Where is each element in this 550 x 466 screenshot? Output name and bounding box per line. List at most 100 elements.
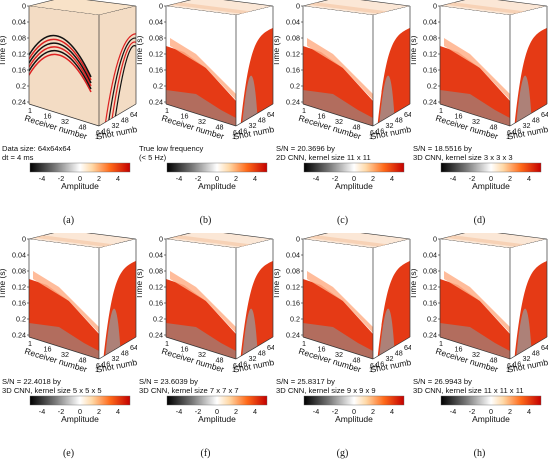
- shot-tick-label: 48: [258, 116, 266, 125]
- colorbar-tick-label: -2: [332, 174, 338, 183]
- panel-caption-line2: 3D CNN, kernel size 7 x 7 x 7: [139, 386, 239, 395]
- time-tick-label: 0.24: [149, 98, 163, 107]
- shot-tick-label: 32: [112, 354, 120, 363]
- panel-caption-line2: 3D CNN, kernel size 9 x 9 x 9: [276, 386, 376, 395]
- time-axis: 0 0.04 0.08 0.12 0.16 0.2 0.24 Time (s): [411, 235, 440, 340]
- colorbar-tick-label: 4: [253, 407, 257, 416]
- time-tick-label: 0.16: [423, 299, 437, 308]
- shot-tick-label: 64: [404, 343, 411, 352]
- amplitude-colorbar: -4 -2 0 2 4 Amplitude: [29, 395, 131, 424]
- receiver-tick-label: 64: [507, 128, 515, 137]
- colorbar-tick-label: 2: [97, 174, 101, 183]
- panel-caption-line1: S/N = 25.8317 by: [276, 377, 335, 386]
- shot-tick-label: 16: [513, 360, 521, 369]
- receiver-tick-label: 1: [439, 339, 443, 348]
- seismic-cube: [28, 0, 137, 127]
- shot-tick-label: 32: [249, 121, 257, 130]
- time-tick-label: 0.24: [286, 98, 300, 107]
- time-tick-label: 0.12: [286, 50, 300, 59]
- shot-tick-label: 16: [102, 360, 110, 369]
- receiver-tick-label: 32: [198, 350, 206, 359]
- amplitude-colorbar: -4 -2 0 2 4 Amplitude: [303, 395, 405, 424]
- colorbar-tick-label: 4: [390, 174, 394, 183]
- time-tick-label: 0.08: [286, 34, 300, 43]
- panel-c: 0 0.04 0.08 0.12 0.16 0.2 0.24 Time (s) 1 16 32 48 6…: [274, 0, 411, 233]
- time-tick-label: 0.12: [12, 283, 26, 292]
- time-tick-label: 0.16: [149, 299, 163, 308]
- top-face-shading: [445, 2, 525, 14]
- panel-caption-line2: 2D CNN, kernel size 11 x 11: [276, 153, 371, 162]
- cube-right-face: [236, 239, 273, 359]
- shot-tick-label: 32: [523, 354, 531, 363]
- panel-d: 0 0.04 0.08 0.12 0.16 0.2 0.24 Time (s) 1 16 32 48 6…: [411, 0, 548, 233]
- receiver-tick-label: 1: [28, 339, 32, 348]
- time-tick-label: 0.08: [423, 34, 437, 43]
- colorbar-label: Amplitude: [472, 414, 510, 424]
- panel-caption-line2: 3D CNN, kernel size 3 x 3 x 3: [413, 153, 513, 162]
- receiver-tick-label: 1: [302, 106, 306, 115]
- time-axis: 0 0.04 0.08 0.12 0.16 0.2 0.24 Time (s): [0, 235, 29, 340]
- time-tick-label: 0.08: [149, 267, 163, 276]
- receiver-tick-label: 16: [318, 345, 326, 354]
- shot-tick-label: 1: [232, 132, 236, 141]
- cube-right-face: [99, 6, 136, 126]
- shot-tick-label: 1: [506, 365, 510, 374]
- panel-caption-line1: S/N = 22.4018 by: [2, 377, 61, 386]
- time-tick-label: 0.16: [12, 66, 26, 75]
- time-tick-label: 0: [159, 2, 163, 11]
- subfigure-label: (d): [474, 215, 486, 226]
- colorbar-tick-label: -4: [313, 407, 319, 416]
- time-tick-label: 0.16: [286, 66, 300, 75]
- colorbar-tick-label: 2: [97, 407, 101, 416]
- colorbar-label: Amplitude: [335, 414, 373, 424]
- colorbar-tick-label: -2: [58, 407, 64, 416]
- receiver-tick-label: 16: [44, 345, 52, 354]
- time-tick-label: 0.12: [12, 50, 26, 59]
- time-tick-label: 0.2: [290, 315, 300, 324]
- amplitude-colorbar: -4 -2 0 2 4 Amplitude: [166, 162, 268, 191]
- colorbar-gradient: [29, 162, 131, 173]
- shot-tick-label: 1: [369, 365, 373, 374]
- colorbar-label: Amplitude: [61, 414, 99, 424]
- colorbar-tick-label: 0: [352, 407, 356, 416]
- colorbar-tick-label: 2: [371, 407, 375, 416]
- shot-tick-label: 16: [376, 360, 384, 369]
- panel-g: 0 0.04 0.08 0.12 0.16 0.2 0.24 Time (s) 1 16 32 48 6…: [274, 233, 411, 466]
- time-tick-label: 0.12: [286, 283, 300, 292]
- shot-tick-label: 1: [95, 132, 99, 141]
- panel-caption-line1: S/N = 23.6039 by: [139, 377, 198, 386]
- panel-caption-line2: (< 5 Hz): [139, 153, 167, 162]
- shot-tick-label: 1: [506, 132, 510, 141]
- colorbar-tick-label: -2: [195, 174, 201, 183]
- receiver-tick-label: 48: [490, 123, 498, 132]
- receiver-tick-label: 16: [455, 345, 463, 354]
- panel-b: 0 0.04 0.08 0.12 0.16 0.2 0.24 Time (s) 1 16 32 48 6…: [137, 0, 274, 233]
- top-face-shading: [308, 235, 388, 247]
- time-tick-label: 0.24: [423, 98, 437, 107]
- colorbar-tick-label: 4: [527, 174, 531, 183]
- time-axis: 0 0.04 0.08 0.12 0.16 0.2 0.24 Time (s): [411, 2, 440, 107]
- receiver-tick-label: 48: [490, 356, 498, 365]
- time-tick-label: 0.08: [12, 34, 26, 43]
- shot-tick-label: 16: [239, 127, 247, 136]
- receiver-tick-label: 48: [353, 356, 361, 365]
- receiver-tick-label: 64: [370, 128, 378, 137]
- colorbar-tick-label: 2: [508, 407, 512, 416]
- receiver-tick-label: 32: [61, 350, 69, 359]
- colorbar-gradient: [440, 162, 542, 173]
- receiver-tick-label: 48: [79, 123, 87, 132]
- receiver-tick-label: 48: [353, 123, 361, 132]
- time-tick-label: 0.24: [12, 98, 26, 107]
- colorbar-tick-label: -2: [469, 407, 475, 416]
- time-tick-label: 0.24: [149, 331, 163, 340]
- colorbar-tick-label: 0: [489, 407, 493, 416]
- time-tick-label: 0.16: [12, 299, 26, 308]
- shot-tick-label: 48: [532, 116, 540, 125]
- panel-e: 0 0.04 0.08 0.12 0.16 0.2 0.24 Time (s) 1 16 32 48 6…: [0, 233, 137, 466]
- subfigure-label: (c): [337, 215, 348, 226]
- receiver-tick-label: 16: [44, 112, 52, 121]
- time-tick-label: 0.16: [149, 66, 163, 75]
- subfigure-label: (f): [201, 448, 211, 459]
- cube-right-face: [510, 6, 547, 126]
- colorbar-tick-label: -4: [39, 174, 45, 183]
